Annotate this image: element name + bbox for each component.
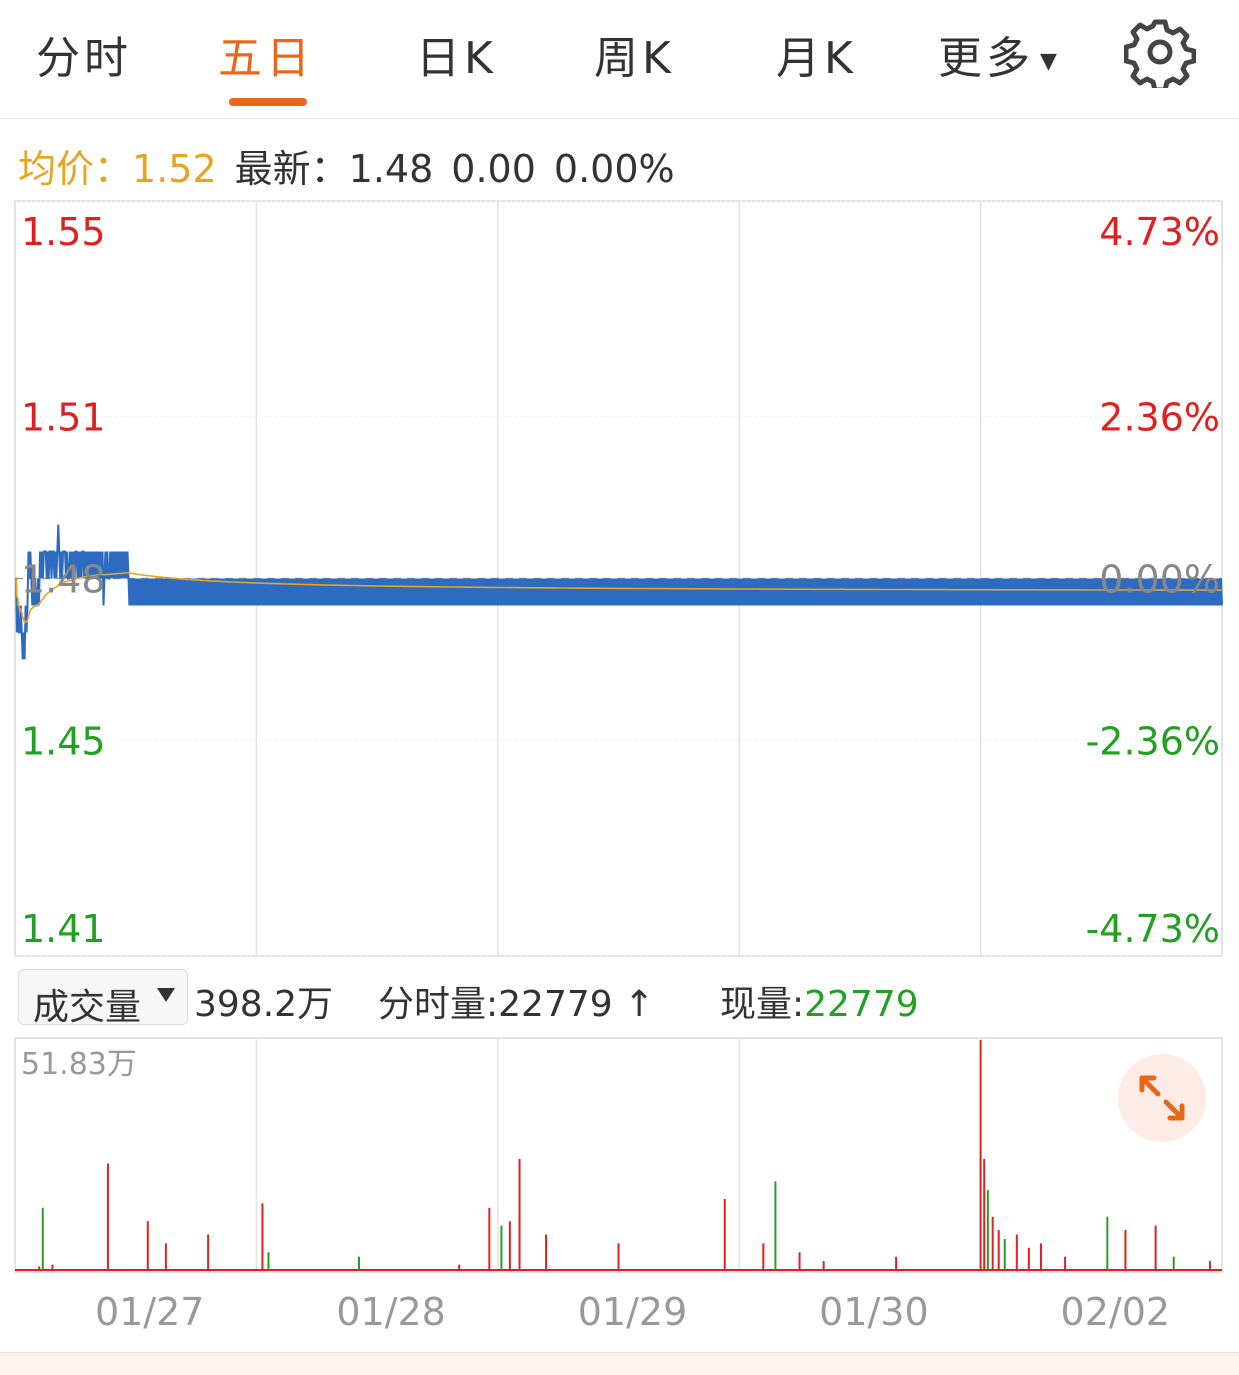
latest-price-sep: ：	[310, 147, 349, 191]
tab-monthly-k[interactable]: 月K	[776, 33, 857, 84]
x-day-label: 01/30	[819, 1290, 929, 1334]
price-info-bar: 均价：1.52 最新：1.48 0.00 0.00%	[18, 138, 675, 193]
price-change: 0.00	[451, 147, 536, 191]
current-volume-value: 22779	[804, 984, 919, 1025]
volume-frame	[14, 1037, 1223, 1273]
tab-five-day[interactable]: 五日	[218, 33, 314, 84]
avg-price-sep: ：	[94, 147, 133, 191]
y-tick-label: 1.45	[21, 719, 106, 763]
period-tabs: 分时 五日 日K 周K 月K 更多 ▼	[0, 0, 1239, 119]
y-tick-label: 1.48	[21, 558, 106, 602]
tab-more[interactable]: 更多 ▼	[938, 22, 1061, 86]
volume-indicator-label: 成交量	[33, 987, 142, 1028]
x-day-label: 01/27	[95, 1290, 205, 1334]
caret-down-icon: ▼	[1040, 48, 1061, 74]
volume-max-label: 51.83万	[21, 1047, 137, 1082]
gear-icon[interactable]	[1124, 16, 1196, 88]
active-tab-indicator	[229, 98, 307, 106]
price-change-pct: 0.00%	[553, 147, 675, 191]
minute-volume-arrow: ↑	[624, 984, 655, 1025]
pct-tick-label: -2.36%	[1086, 719, 1220, 763]
x-day-label: 01/29	[578, 1290, 688, 1334]
avg-price-line	[15, 572, 1222, 625]
y-tick-label: 1.51	[21, 396, 106, 440]
expand-button[interactable]	[1118, 1054, 1206, 1142]
dropdown-arrow-icon	[157, 988, 175, 1002]
total-volume: 398.2万	[194, 984, 334, 1025]
minute-volume-value: 22779	[498, 984, 613, 1025]
tab-weekly-k[interactable]: 周K	[594, 33, 675, 84]
latest-price-label: 最新	[234, 147, 311, 191]
x-day-label: 01/28	[336, 1290, 446, 1334]
volume-header: 成交量 398.2万 分时量:22779 ↑ 现量:22779	[0, 965, 1239, 1031]
tab-daily-k[interactable]: 日K	[416, 33, 497, 84]
avg-price-label: 均价	[18, 147, 95, 191]
avg-price-value: 1.52	[132, 147, 217, 191]
minute-volume-label: 分时量	[378, 984, 487, 1025]
expand-icon	[1139, 1075, 1185, 1121]
tab-more-label: 更多	[938, 33, 1034, 84]
volume-indicator-select[interactable]: 成交量	[18, 969, 188, 1028]
y-tick-label: 1.41	[21, 907, 106, 951]
x-day-label: 02/02	[1061, 1290, 1171, 1334]
price-line	[15, 524, 1223, 660]
minute-volume: 分时量:22779 ↑	[378, 984, 655, 1025]
pct-tick-label: 4.73%	[1099, 210, 1220, 254]
latest-price-value: 1.48	[348, 147, 434, 191]
y-tick-label: 1.55	[21, 210, 106, 254]
bottom-strip	[0, 1352, 1239, 1375]
pct-tick-label: 0.00%	[1099, 558, 1220, 602]
tab-intraday[interactable]: 分时	[36, 33, 132, 84]
current-volume: 现量:22779	[720, 984, 919, 1025]
pct-tick-label: -4.73%	[1086, 907, 1220, 951]
current-volume-label: 现量	[720, 984, 793, 1025]
pct-tick-label: 2.36%	[1099, 396, 1220, 440]
